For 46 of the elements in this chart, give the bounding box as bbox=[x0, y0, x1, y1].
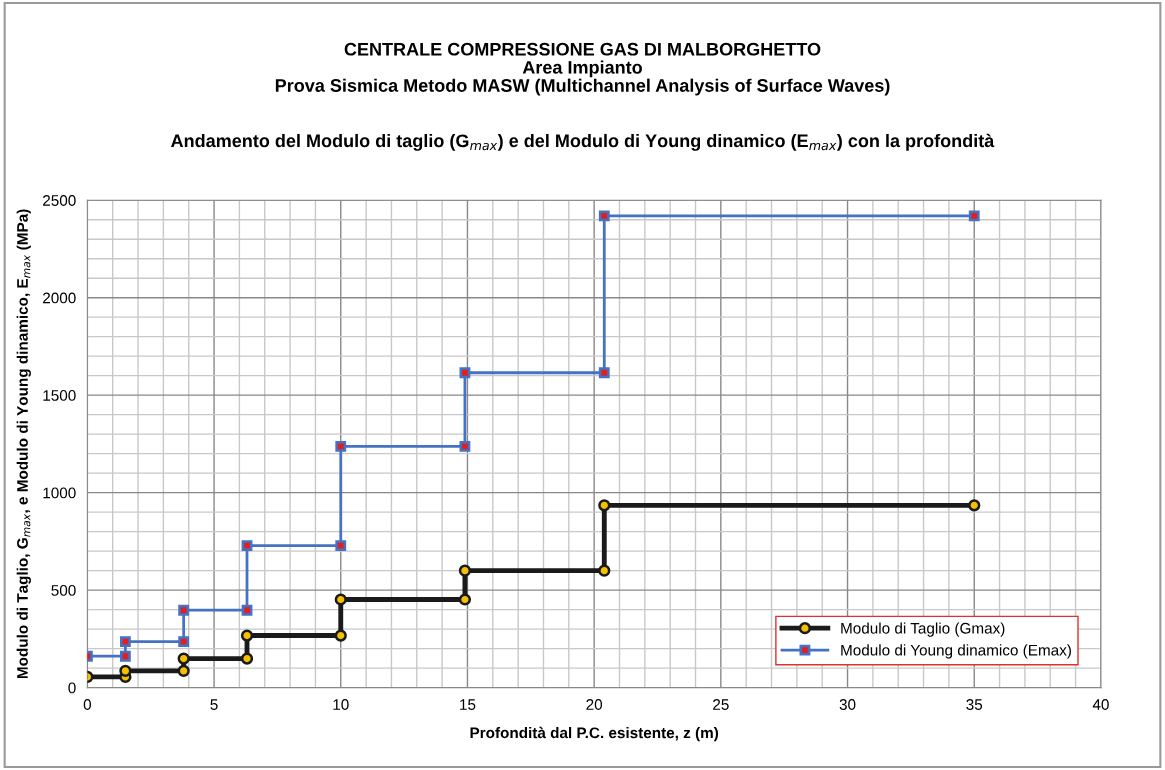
point bbox=[458, 593, 472, 606]
point bbox=[119, 664, 132, 677]
point bbox=[334, 593, 347, 606]
point bbox=[335, 540, 347, 552]
point bbox=[598, 210, 610, 222]
point bbox=[334, 629, 347, 642]
x-tick-label: 25 bbox=[713, 699, 729, 710]
point bbox=[240, 652, 254, 665]
point bbox=[240, 629, 254, 642]
y-tick-label: 2500 bbox=[43, 195, 76, 206]
x-tick-label: 40 bbox=[1092, 699, 1109, 710]
x-tick-label: 15 bbox=[460, 699, 476, 710]
point bbox=[458, 564, 472, 577]
x-tick-label: 20 bbox=[586, 699, 603, 710]
y-tick-label: 1500 bbox=[43, 390, 76, 401]
x-tick-label: 35 bbox=[966, 699, 983, 710]
point bbox=[598, 564, 611, 577]
y-axis-title: Modulo di Taglio, G$_{max}$, e Modulo di Young dinamico, E$_{max}$ (MPa) bbox=[16, 209, 31, 679]
x-tick-label: 0 bbox=[83, 699, 92, 710]
point bbox=[177, 664, 190, 677]
point bbox=[459, 441, 471, 452]
legend-label: Modulo di Taglio (Gmax) bbox=[841, 622, 1005, 637]
chart-title: CENTRALE COMPRESSIONE GAS DI MALBORGHETTO Area Impianto Prova Sismica Metodo MASW (Multichannel Analysis of Surface Waves) bbox=[275, 42, 890, 96]
x-tick-label: 30 bbox=[839, 699, 856, 710]
point bbox=[177, 652, 190, 665]
chart-subtitle: Andamento del Modulo di taglio (G$_{max}$) e del Modulo di Young dinamico (E$_{max}$) con la profondità bbox=[171, 133, 995, 151]
point bbox=[598, 499, 611, 512]
point bbox=[178, 604, 190, 616]
point bbox=[598, 367, 610, 379]
point bbox=[178, 636, 190, 648]
legend-label: Modulo di Young dinamico (Emax) bbox=[841, 644, 1071, 659]
point bbox=[968, 499, 981, 512]
x-tick-label: 5 bbox=[210, 699, 218, 710]
point bbox=[241, 604, 253, 616]
y-tick-label: 500 bbox=[51, 585, 76, 596]
y-tick-label: 0 bbox=[68, 682, 76, 694]
point bbox=[241, 540, 253, 552]
point bbox=[459, 367, 471, 379]
y-tick-label: 2000 bbox=[43, 292, 76, 304]
point bbox=[335, 441, 347, 452]
x-axis-title: Profondità dal P.C. esistente, z (m) bbox=[470, 726, 719, 742]
point bbox=[119, 636, 131, 648]
point bbox=[119, 650, 131, 662]
point bbox=[968, 210, 980, 222]
y-tick-label: 1000 bbox=[43, 487, 76, 499]
x-tick-label: 10 bbox=[333, 699, 349, 710]
